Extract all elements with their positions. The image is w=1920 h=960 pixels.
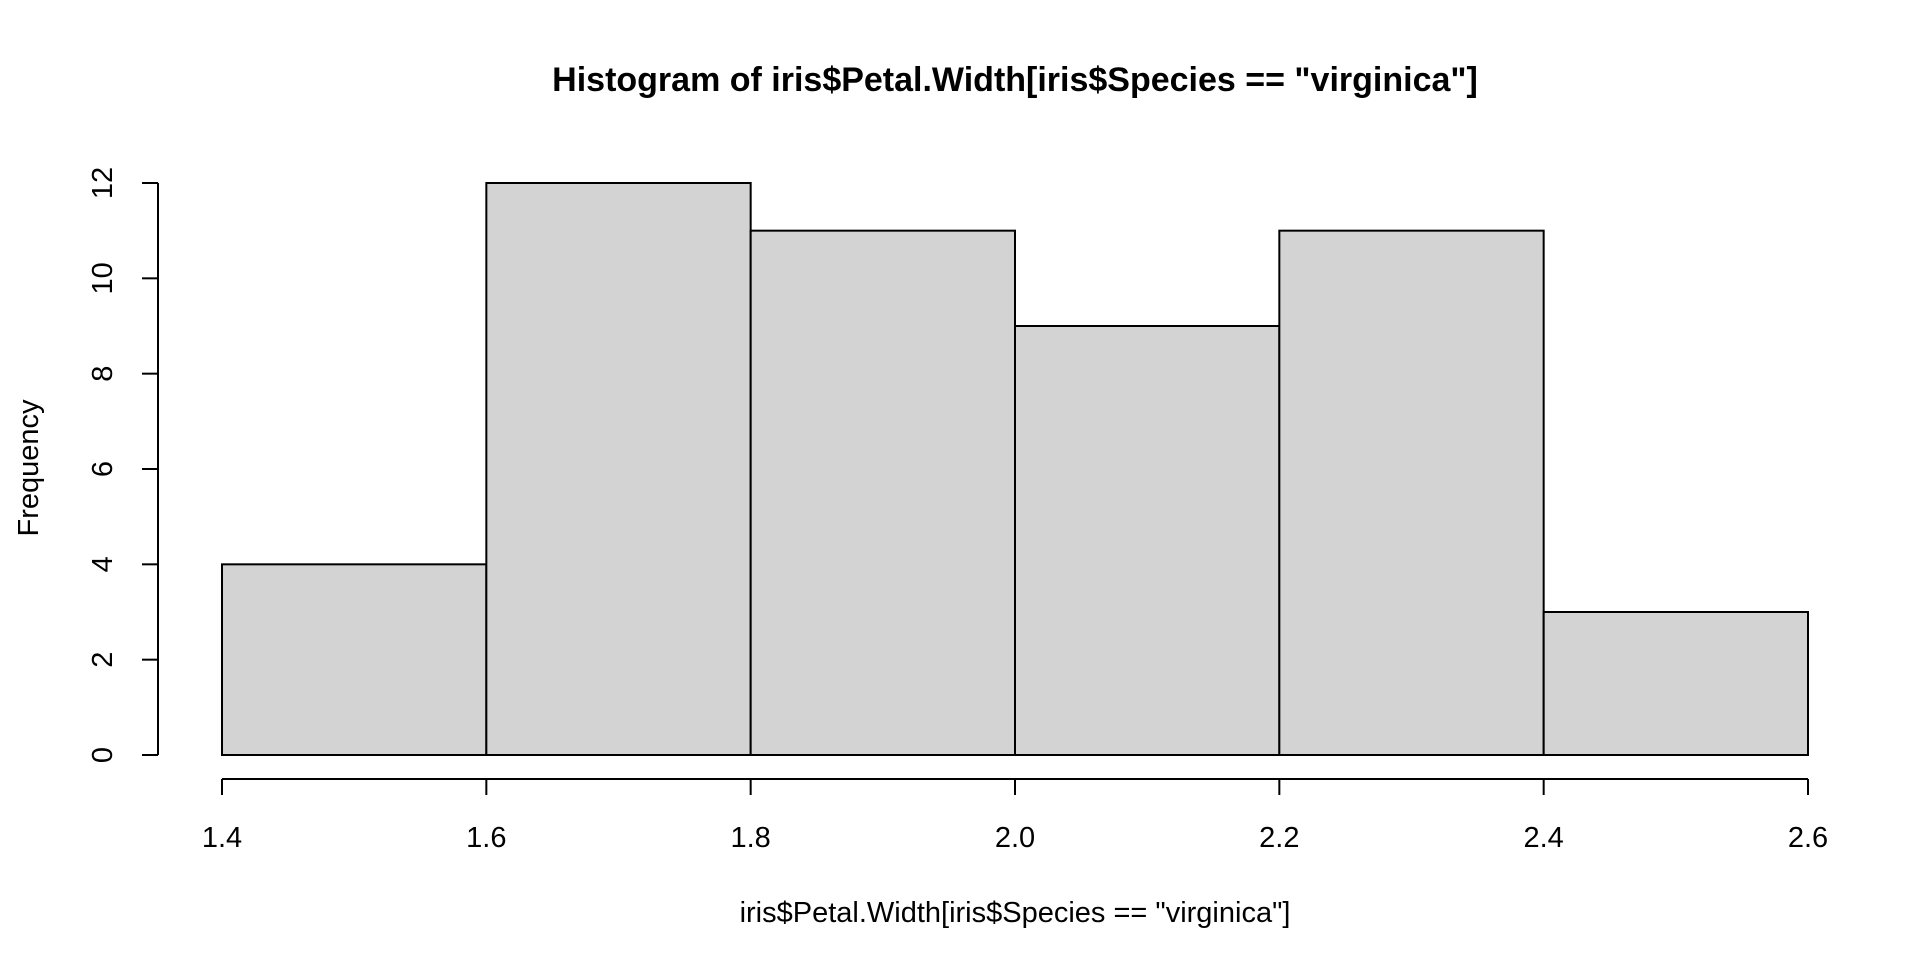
chart-title: Histogram of iris$Petal.Width[iris$Speci… xyxy=(552,61,1478,99)
histogram-bar-1 xyxy=(221,563,488,756)
x-tick-label: 2.2 xyxy=(1259,822,1299,854)
y-axis-ticks: 0 2 4 6 8 10 12 xyxy=(87,167,158,763)
y-axis: 0 2 4 6 8 10 12 xyxy=(87,167,159,763)
y-tick-label: 12 xyxy=(87,167,119,199)
x-tick-label: 2.6 xyxy=(1788,822,1828,854)
y-tick-label: 0 xyxy=(87,747,119,763)
x-tick-label: 1.4 xyxy=(202,822,242,854)
histogram-bar-5 xyxy=(1278,229,1545,756)
y-tick-label: 10 xyxy=(87,262,119,294)
x-tick-label: 1.8 xyxy=(731,822,771,854)
y-tick-label: 8 xyxy=(87,366,119,382)
histogram-bar-6 xyxy=(1542,611,1809,756)
y-tick-label: 2 xyxy=(87,652,119,668)
y-tick-label: 4 xyxy=(87,556,119,572)
histogram-bar-3 xyxy=(749,229,1017,756)
x-tick-label: 2.0 xyxy=(995,822,1035,854)
y-axis-title: Frequency xyxy=(13,399,45,537)
bars-layer xyxy=(221,182,1809,756)
y-tick-label: 6 xyxy=(87,461,119,477)
histogram-bar-4 xyxy=(1014,325,1281,756)
x-axis-ticks: 1.4 1.6 1.8 2.0 2.2 2.4 2.6 xyxy=(202,779,1828,854)
x-tick-label: 2.4 xyxy=(1524,822,1564,854)
x-tick-label: 1.6 xyxy=(466,822,506,854)
x-axis-title: iris$Petal.Width[iris$Species == "virgin… xyxy=(740,897,1291,929)
histogram-bar-2 xyxy=(485,182,752,756)
x-axis: 1.4 1.6 1.8 2.0 2.2 2.4 2.6 xyxy=(202,778,1828,854)
